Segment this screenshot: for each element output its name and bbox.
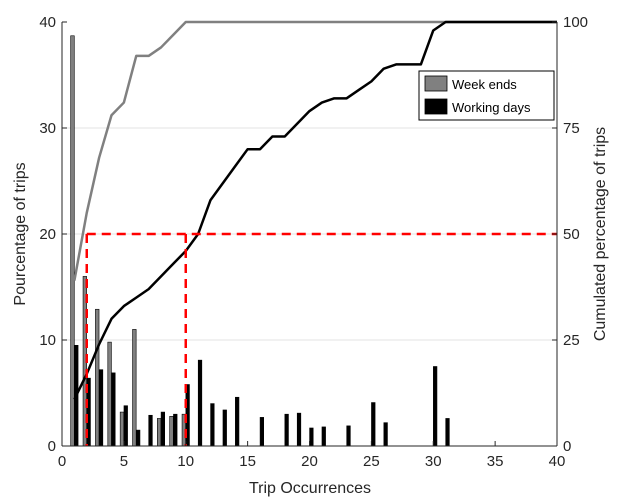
x-tick-label-8: 40 (549, 453, 566, 470)
y2-axis-title: Cumulated percentage of trips (592, 127, 609, 341)
y2-tick-label-0: 0 (563, 438, 571, 455)
y-tick-label-0: 0 (48, 438, 56, 455)
legend-label-week-ends: Week ends (452, 77, 517, 92)
y-tick-label-4: 40 (39, 14, 56, 31)
bar-week-ends-6 (132, 329, 137, 447)
bar-working-days-12 (210, 403, 215, 447)
x-tick-label-5: 25 (363, 453, 380, 470)
legend-swatch-week-ends (424, 75, 448, 92)
bar-working-days-21 (321, 426, 326, 447)
bar-working-days-8 (160, 411, 166, 447)
x-tick-label-6: 30 (425, 453, 442, 470)
y-axis-title: Pourcentage of trips (12, 162, 29, 305)
grid-layer (62, 127, 557, 341)
bar-working-days-20 (309, 427, 314, 447)
y2-tick-label-3: 75 (563, 120, 580, 137)
y2-tick-label-2: 50 (563, 226, 580, 243)
legend-swatch-working-days (424, 98, 448, 115)
bar-working-days-11 (197, 359, 203, 447)
lines-layer (73, 20, 557, 400)
x-tick-label-2: 10 (177, 453, 194, 470)
bar-working-days-23 (346, 425, 351, 447)
bar-working-days-19 (296, 412, 302, 447)
y-tick-label-2: 20 (39, 226, 56, 243)
bar-working-days-25 (371, 402, 376, 447)
y2-tick-label-1: 25 (563, 332, 580, 349)
x-tick-label-1: 5 (120, 453, 128, 470)
bar-week-ends-4 (107, 341, 112, 447)
bar-week-ends-3 (95, 308, 100, 447)
bar-working-days-3 (98, 369, 104, 447)
bar-working-days-26 (383, 422, 388, 447)
reference-lines-layer (85, 232, 557, 446)
x-tick-label-0: 0 (58, 453, 66, 470)
x-tick-label-7: 35 (487, 453, 504, 470)
x-tick-label-4: 20 (301, 453, 318, 470)
bar-working-days-5 (123, 405, 128, 447)
bar-working-days-31 (445, 418, 450, 447)
bar-working-days-18 (284, 413, 289, 447)
cumulative-line-week-ends (73, 20, 557, 281)
y-tick-label-1: 10 (39, 332, 56, 349)
bar-week-ends-9 (169, 416, 174, 447)
bar-working-days-30 (433, 366, 438, 447)
y2-tick-label-4: 100 (563, 14, 588, 31)
bar-week-ends-1 (70, 35, 75, 447)
bar-working-days-4 (111, 372, 116, 447)
bar-working-days-13 (222, 409, 227, 447)
bar-week-ends-8 (157, 418, 162, 447)
bar-working-days-14 (235, 396, 240, 447)
y-tick-label-3: 30 (39, 120, 56, 137)
legend: Week ends Working days (418, 70, 555, 121)
axes-layer (61, 21, 558, 447)
legend-label-working-days: Working days (452, 100, 531, 115)
x-axis-title: Trip Occurrences (249, 480, 371, 497)
bar-working-days-9 (173, 413, 178, 447)
bar-working-days-16 (259, 417, 265, 447)
cumulative-line-working-days (73, 20, 557, 400)
bar-week-ends-5 (119, 411, 125, 447)
x-tick-label-3: 15 (239, 453, 256, 470)
bar-working-days-7 (148, 414, 153, 447)
bar-working-days-6 (136, 429, 141, 447)
